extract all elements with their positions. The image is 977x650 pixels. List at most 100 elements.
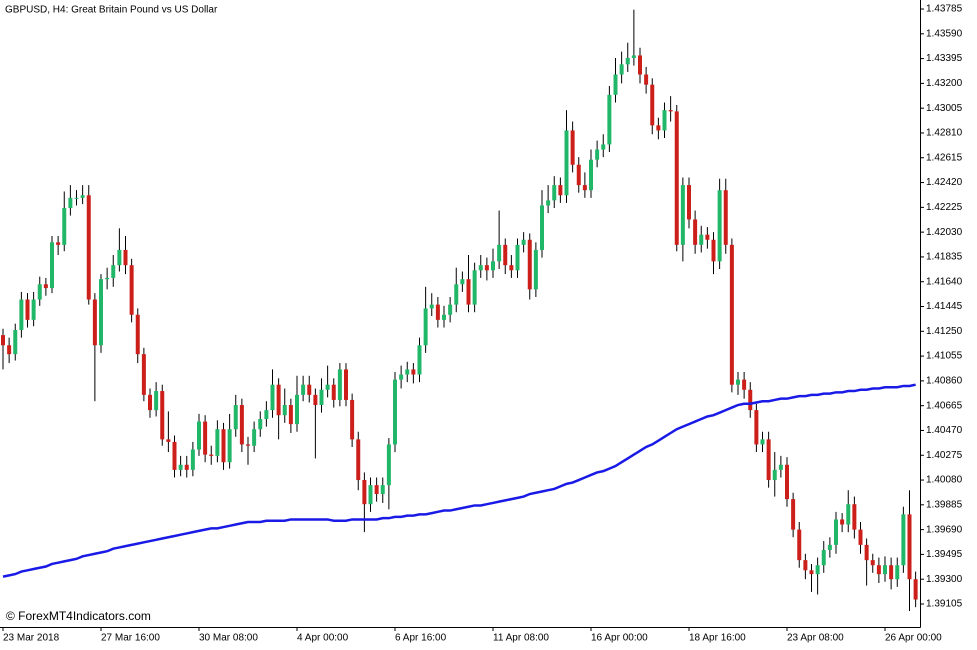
candle-body: [393, 379, 397, 445]
candle-body: [239, 405, 244, 445]
candle-body: [656, 125, 661, 131]
candle-body: [233, 405, 238, 430]
y-tick-label: 1.40665: [926, 400, 963, 411]
candle-body: [337, 369, 342, 400]
candle-body: [350, 399, 355, 440]
candle-body: [840, 519, 845, 525]
candle-body: [797, 529, 802, 561]
candle-body: [307, 384, 312, 395]
candle-body: [815, 565, 820, 575]
chart-title: GBPUSD, H4: Great Britain Pound vs US Do…: [5, 5, 218, 16]
candle-body: [466, 279, 471, 305]
candle-body: [429, 304, 434, 309]
candle-body: [295, 394, 299, 425]
candle-body: [37, 284, 42, 300]
candle-body: [203, 421, 208, 455]
candle-body: [215, 429, 220, 456]
y-tick-label: 1.40080: [926, 475, 963, 486]
candle-body: [509, 265, 514, 271]
candle-body: [319, 389, 324, 406]
candle-body: [527, 239, 532, 290]
candle-body: [386, 444, 391, 486]
y-tick-label: 1.42030: [926, 227, 963, 238]
y-tick-label: 1.43200: [926, 78, 963, 89]
candle-body: [92, 299, 97, 346]
x-tick-label: 11 Apr 08:00: [493, 633, 549, 644]
candle-body: [1, 335, 5, 346]
y-tick-label: 1.40275: [926, 450, 963, 461]
candle-body: [43, 284, 48, 289]
candle-body: [301, 384, 306, 395]
candle-body: [129, 265, 134, 315]
candle-body: [497, 244, 502, 262]
candle-body: [19, 299, 24, 331]
candle-body: [99, 279, 103, 346]
x-tick-label: 18 Apr 16:00: [689, 633, 746, 644]
candle-body: [576, 164, 581, 186]
candle-body: [650, 84, 655, 126]
candle-body: [883, 565, 887, 575]
candle-body: [148, 394, 152, 411]
y-tick-label: 1.43395: [926, 53, 963, 64]
candle-body: [448, 304, 453, 315]
x-tick-label: 26 Apr 00:00: [885, 633, 942, 644]
candle-body: [442, 314, 446, 320]
candle-body: [607, 94, 612, 145]
candle-body: [368, 485, 373, 505]
candle-body: [552, 185, 557, 201]
y-tick-label: 1.39690: [926, 524, 963, 535]
candle-body: [270, 384, 275, 411]
candle-body: [399, 374, 404, 380]
candle-body: [56, 242, 61, 245]
candle-body: [521, 239, 526, 245]
candle-body: [25, 299, 30, 320]
candle-body: [778, 464, 783, 470]
candle-body: [876, 565, 881, 575]
candle-body: [791, 499, 796, 530]
candle-body: [601, 144, 606, 150]
candle-body: [729, 244, 734, 385]
y-tick-label: 1.39495: [926, 549, 963, 560]
candle-body: [754, 410, 759, 445]
candle-body: [50, 242, 54, 289]
candle-body: [374, 485, 379, 495]
candle-body: [846, 504, 851, 525]
y-tick-label: 1.42225: [926, 202, 963, 213]
y-tick-label: 1.40470: [926, 425, 963, 436]
candle-body: [221, 429, 226, 463]
candle-body: [484, 265, 489, 271]
candle-body: [166, 439, 171, 442]
candle-body: [246, 444, 250, 446]
candle-body: [13, 330, 18, 355]
y-tick-label: 1.43005: [926, 103, 963, 114]
candle-body: [454, 284, 459, 305]
candle-body: [380, 485, 385, 495]
candle-body: [172, 441, 177, 470]
candle-body: [62, 207, 67, 245]
moving-average-line: [2, 383, 916, 578]
candle-body: [895, 565, 900, 580]
candle-body: [313, 394, 318, 406]
candle-body: [178, 464, 183, 470]
candle-body: [662, 110, 667, 131]
candle-body: [772, 469, 777, 481]
candle-body: [435, 304, 440, 320]
candle-body: [644, 74, 649, 85]
candle-body: [901, 514, 906, 566]
candle-body: [7, 345, 12, 355]
x-tick-label: 27 Mar 16:00: [101, 633, 160, 644]
candle-body: [785, 464, 789, 500]
watermark: © ForexMT4Indicators.com: [6, 609, 151, 623]
candle-body: [362, 480, 367, 505]
candle-body: [717, 190, 722, 262]
candle-body: [491, 261, 495, 271]
candle-body: [803, 560, 808, 571]
candle-body: [907, 514, 912, 580]
candle-body: [674, 111, 679, 245]
candle-body: [870, 560, 875, 566]
candle-body: [852, 504, 857, 530]
candle-body: [117, 249, 122, 266]
candle-body: [160, 391, 165, 440]
